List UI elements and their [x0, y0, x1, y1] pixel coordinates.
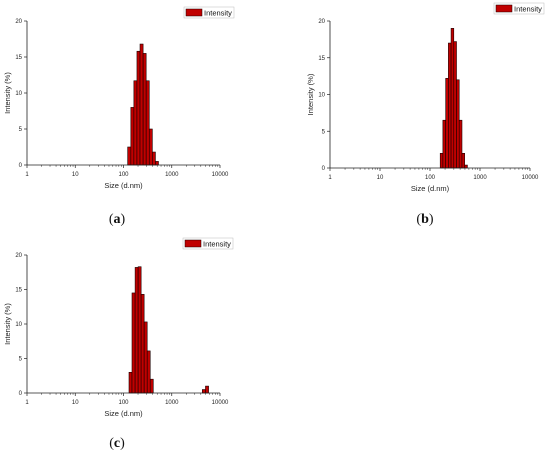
- histogram-bar: [134, 267, 139, 394]
- histogram-bar: [450, 28, 455, 169]
- y-tick-label: 10: [15, 322, 22, 328]
- y-tick-label: 0: [322, 166, 326, 172]
- chart-panel-b: 0 5 10 15 20 1 10 100 1000 10000 Size (d.nm) Intens…: [306, 2, 545, 227]
- panel-label-close: ): [121, 212, 126, 227]
- legend-swatch: [184, 239, 202, 248]
- legend-swatch: [495, 4, 513, 13]
- histogram-bar: [453, 41, 457, 169]
- panel-label-open: (: [109, 436, 114, 451]
- panel-label: (a): [109, 212, 126, 227]
- y-axis-title: Intensity (%): [3, 72, 12, 114]
- legend-label: Intensity: [204, 8, 232, 17]
- panel-label-letter: a: [114, 212, 121, 227]
- x-tick-label: 10000: [212, 172, 229, 178]
- x-tick-label: 10: [377, 175, 384, 181]
- y-tick-label: 20: [318, 19, 325, 25]
- histogram-bar: [464, 164, 468, 169]
- histogram-bar: [143, 321, 148, 394]
- panel-label-open: (: [109, 212, 114, 227]
- x-axis-title: Size (d.nm): [104, 409, 143, 418]
- histogram-bar: [202, 389, 206, 394]
- histogram-bar: [145, 80, 150, 166]
- histogram-bar: [136, 50, 141, 166]
- histogram-bar: [458, 119, 463, 169]
- y-tick-label: 10: [318, 93, 325, 99]
- x-tick-label: 100: [425, 175, 436, 181]
- y-axis-title: Intensity (%): [306, 73, 315, 115]
- panel-label-close: ): [120, 436, 125, 451]
- legend-box: [493, 2, 545, 15]
- histogram-bar: [127, 146, 132, 166]
- histogram-bar: [448, 42, 452, 169]
- legend: Intensity: [182, 237, 234, 250]
- x-tick-label: 10: [72, 172, 79, 178]
- histogram-bar: [442, 119, 446, 169]
- histogram-bar: [128, 371, 133, 394]
- y-tick-label: 15: [318, 56, 325, 62]
- histogram-bar: [456, 79, 460, 169]
- x-tick-label: 100: [118, 400, 129, 406]
- histogram-bar: [152, 151, 156, 166]
- legend: Intensity: [493, 2, 545, 15]
- histogram-bar: [137, 266, 142, 394]
- x-tick-label: 10000: [212, 400, 229, 406]
- y-tick-label: 0: [19, 391, 23, 397]
- y-tick-label: 5: [322, 129, 326, 135]
- x-tick-label: 1000: [473, 175, 487, 181]
- histogram-bar: [205, 385, 209, 394]
- chart-panel-a: 0 5 10 15 20 1 10 100 1000 10000 Size (d.nm) Intens…: [3, 6, 235, 227]
- legend-label: Intensity: [203, 239, 231, 248]
- x-tick-label: 100: [118, 172, 129, 178]
- y-tick-label: 5: [19, 127, 23, 133]
- legend: Intensity: [183, 6, 235, 19]
- x-tick-label: 1000: [165, 400, 179, 406]
- histogram-bar: [130, 107, 135, 166]
- histogram-bar: [142, 53, 147, 166]
- panel-label: (c): [109, 436, 125, 451]
- y-tick-label: 10: [15, 91, 22, 97]
- y-tick-label: 15: [15, 55, 22, 61]
- histogram-bar: [140, 294, 145, 394]
- x-tick-label: 10: [72, 400, 79, 406]
- x-tick-label: 10000: [522, 175, 539, 181]
- x-axis-title: Size (d.nm): [411, 184, 450, 193]
- y-tick-label: 15: [15, 288, 22, 294]
- panel-label-letter: c: [114, 436, 120, 451]
- legend-box: [182, 237, 234, 250]
- x-tick-label: 1: [25, 172, 29, 178]
- histogram-bar: [445, 78, 449, 169]
- y-tick-label: 20: [15, 253, 22, 259]
- y-axis-title: Intensity (%): [3, 303, 12, 345]
- x-axis-title: Size (d.nm): [104, 181, 143, 190]
- x-tick-label: 1: [25, 400, 29, 406]
- histogram-bar: [149, 378, 154, 394]
- y-tick-label: 0: [19, 163, 23, 169]
- panel-label-letter: b: [421, 212, 429, 227]
- histogram-bar: [133, 80, 138, 166]
- histogram-bar: [131, 292, 136, 394]
- panel-label: (b): [416, 212, 433, 227]
- legend-swatch: [185, 8, 203, 17]
- histogram-bar: [155, 161, 159, 166]
- histogram-bar: [439, 153, 444, 169]
- chart-panel-c: 0 5 10 15 20 1 10 100 1000 10000 Size (d.nm) Intens…: [3, 237, 234, 451]
- x-tick-label: 1: [328, 175, 332, 181]
- histogram-bar: [148, 128, 153, 166]
- x-tick-label: 1000: [165, 172, 179, 178]
- histogram-bar: [461, 153, 465, 169]
- histogram-bar: [146, 350, 151, 394]
- y-tick-label: 20: [15, 19, 22, 25]
- histogram-bar: [139, 43, 144, 166]
- y-tick-label: 5: [19, 357, 23, 363]
- panel-label-close: ): [429, 212, 434, 227]
- panel-label-open: (: [416, 212, 421, 227]
- legend-label: Intensity: [514, 4, 542, 13]
- legend-box: [183, 6, 235, 19]
